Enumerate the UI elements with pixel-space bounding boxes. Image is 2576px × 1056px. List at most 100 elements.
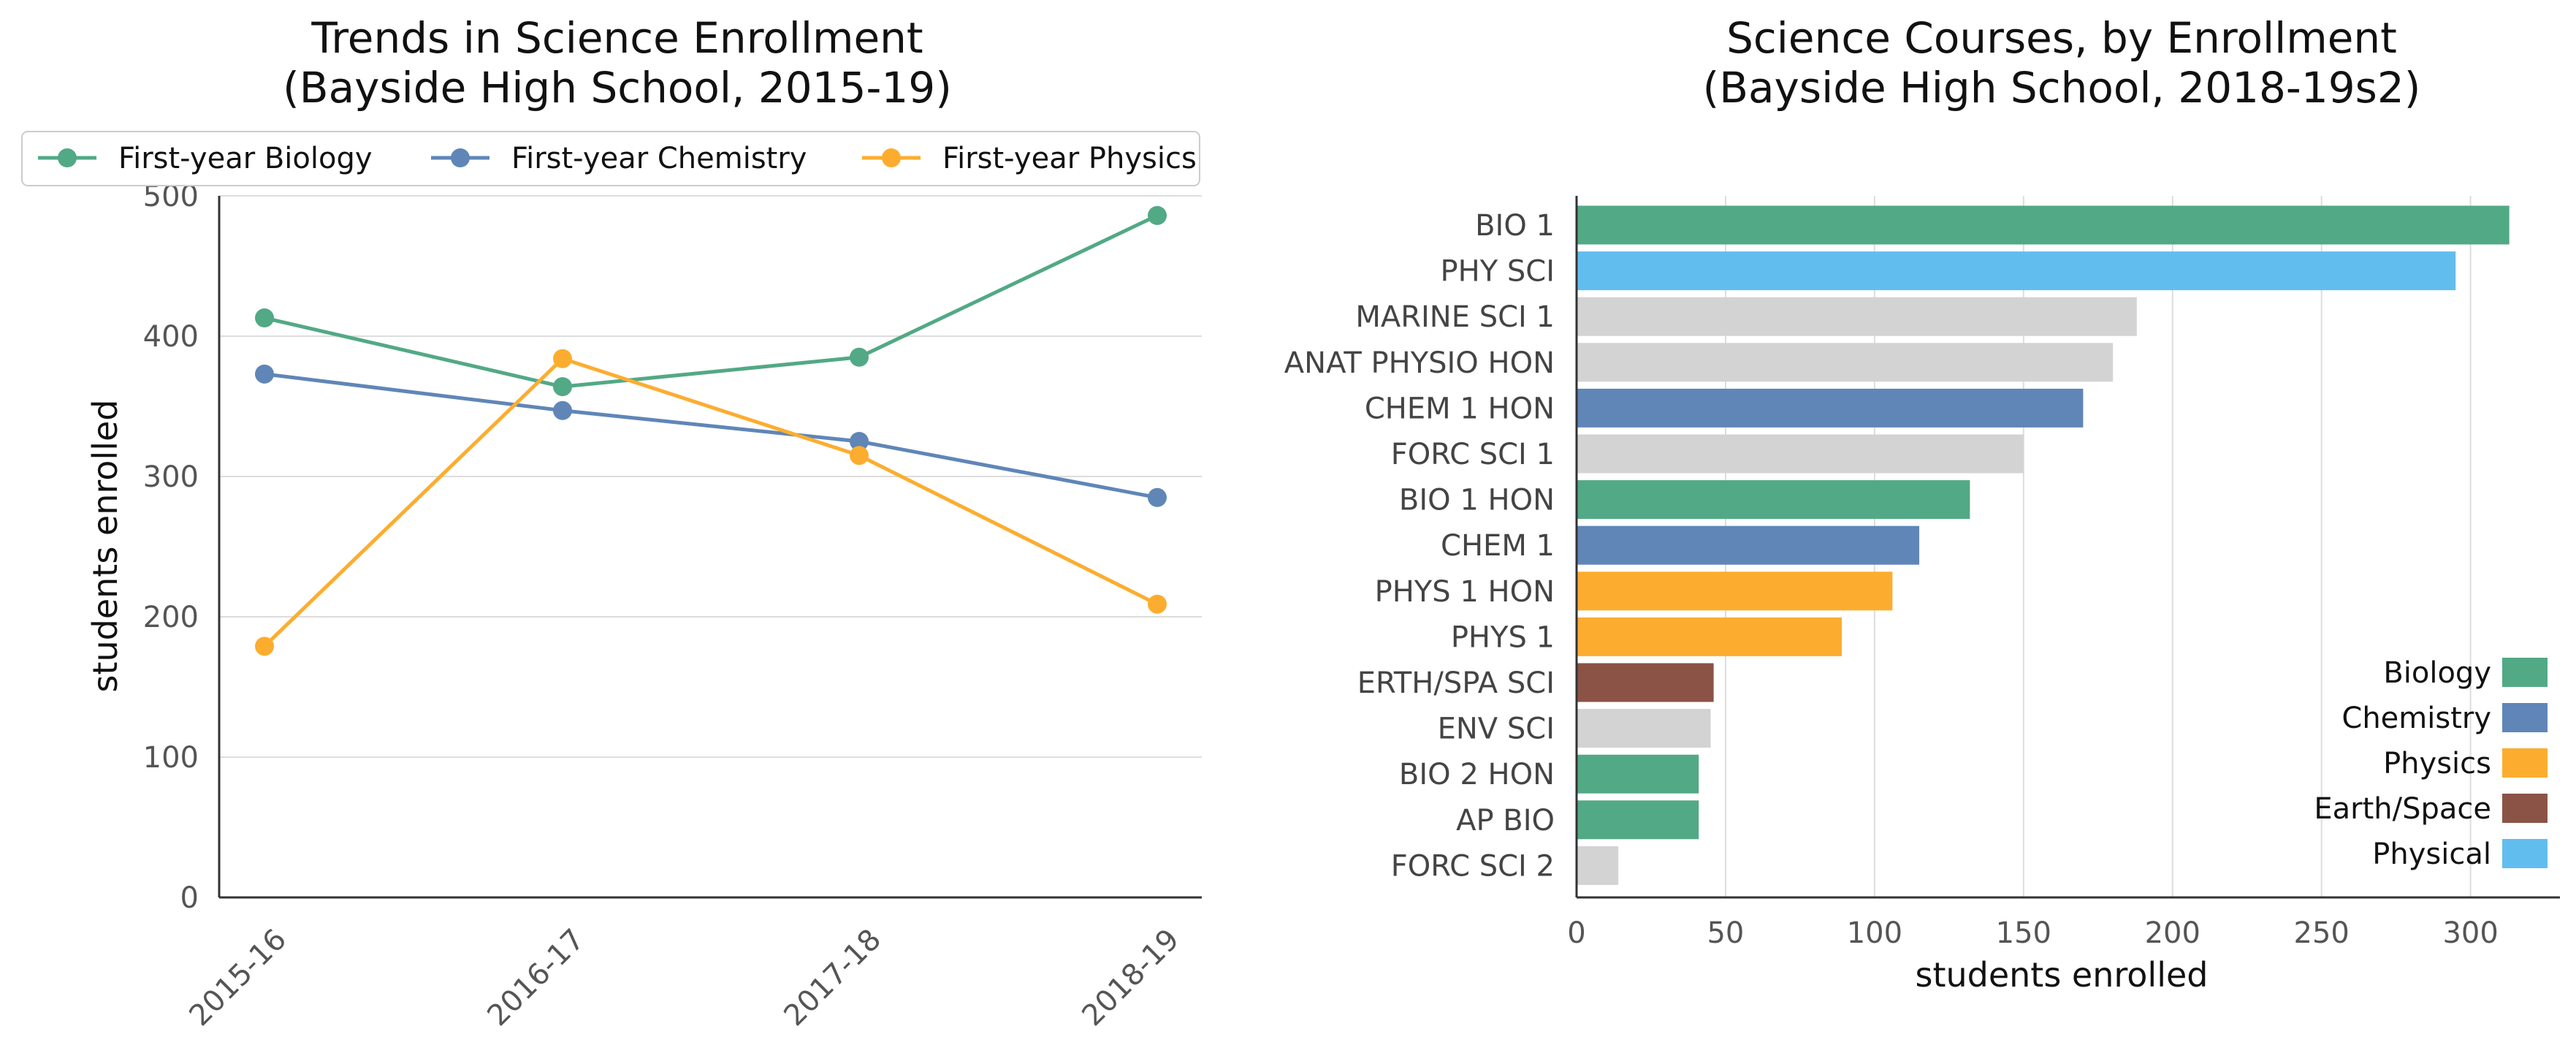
legend-item: Earth/Space [2314,792,2548,826]
line-chart-title: Trends in Science Enrollment (Bayside Hig… [283,13,952,113]
bar-chart-category-labels: BIO 1 PHY SCI MARINE SCI 1 ANAT PHYSIO HON C… [1284,209,1555,883]
x-tick-label: 2016-17 [481,923,591,1033]
bar [1577,571,1893,611]
legend-label: Earth/Space [2314,792,2491,826]
x-tick-label: 2017-18 [777,923,888,1033]
title-line: Trends in Science Enrollment [310,13,923,63]
data-point [553,349,572,368]
legend-item: First-year Chemistry [431,142,807,175]
y-tick-label: 200 [143,601,199,634]
bar [1577,709,1711,748]
line-chart-legend: First-year Biology First-year Chemistry Fi… [21,131,1200,186]
bar [1577,388,2084,428]
legend-marker [58,148,77,167]
legend-swatch [2502,748,2548,778]
legend-item: First-year Physics [862,142,1197,175]
legend-swatch [2502,658,2548,687]
bar [1577,663,1714,702]
legend-label: Chemistry [2341,702,2491,735]
bar [1577,525,1920,565]
category-label: MARINE SCI 1 [1355,300,1555,334]
category-label: FORC SCI 2 [1391,849,1555,883]
x-tick-label: 2018-19 [1075,923,1186,1033]
legend-item: Biology [2383,656,2548,690]
legend-swatch [2502,839,2548,868]
x-tick-label: 200 [2145,916,2200,950]
category-label: ANAT PHYSIO HON [1284,346,1555,380]
bar [1577,754,1699,794]
bar [1577,251,2456,291]
legend-swatch [2502,794,2548,823]
legend-item: Physical [2372,837,2548,871]
category-label: BIO 1 HON [1399,484,1555,517]
x-tick-label: 0 [1567,916,1585,950]
data-point [255,364,274,384]
bar-chart-bars [1577,205,2510,885]
category-label: PHYS 1 [1451,620,1555,654]
x-tick-label: 100 [1847,916,1902,950]
category-label: PHY SCI [1441,255,1555,289]
legend-marker [451,148,470,167]
x-tick-label: 250 [2294,916,2350,950]
category-label: BIO 1 [1475,209,1555,243]
line-chart-series [255,205,1167,656]
category-label: FORC SCI 1 [1391,438,1555,471]
data-point [1148,594,1167,614]
y-tick-label: 0 [180,881,199,915]
category-label: AP BIO [1456,804,1555,837]
bar-chart-legend: Biology Chemistry Physics Earth/Space Physic… [2314,656,2548,871]
bar-chart-x-axis-label: students enrolled [1916,955,2209,995]
line-chart-x-ticks: 2015-16 2016-17 2017-18 2018-19 [183,923,1186,1033]
series-line [264,372,1158,500]
bar [1577,205,2510,245]
y-tick-label: 400 [143,320,199,354]
data-point [850,432,869,451]
category-label: ERTH/SPA SCI [1357,666,1555,700]
legend-item: Physics [2383,747,2548,780]
data-point [255,308,274,328]
x-tick-label: 2015-16 [183,923,293,1033]
bar [1577,800,1699,840]
y-tick-label: 300 [143,460,199,494]
data-point [553,377,572,397]
bar [1577,617,1843,656]
legend-marker [882,148,901,167]
line-chart-y-axis-label: students enrolled [85,400,125,693]
legend-item: First-year Biology [38,142,373,175]
x-tick-label: 300 [2442,916,2498,950]
x-tick-label: 150 [1996,916,2051,950]
bar-chart: Science Courses, by Enrollment (Bayside H… [1284,13,2560,995]
bar [1577,846,1619,885]
title-line: (Bayside High School, 2018-19s2) [1703,63,2421,113]
legend-label: Physical [2372,837,2491,871]
title-line: (Bayside High School, 2015-19) [283,63,952,113]
series-line [264,213,1159,389]
legend-label: Biology [2383,656,2491,690]
line-chart: Trends in Science Enrollment (Bayside Hig… [21,13,1202,1033]
data-point [850,446,869,466]
bar-chart-axes [1575,196,2560,899]
data-point [1148,205,1167,225]
x-tick-label: 50 [1707,916,1744,950]
data-point [850,347,869,367]
bar-chart-x-ticks: 0 50 100 150 200 250 300 [1567,916,2499,950]
legend-swatch [2502,703,2548,732]
category-label: PHYS 1 HON [1375,575,1555,609]
legend-label: First-year Biology [118,142,373,175]
bar-chart-title: Science Courses, by Enrollment (Bayside H… [1703,13,2421,113]
line-chart-gridlines [219,195,1202,758]
title-line: Science Courses, by Enrollment [1726,13,2397,63]
data-point [1148,487,1167,507]
legend-item: Chemistry [2341,702,2548,735]
category-label: CHEM 1 HON [1365,392,1555,425]
legend-frame [21,131,1200,186]
category-label: ENV SCI [1438,713,1555,746]
bar [1577,434,2024,474]
series-first-year-biology [255,205,1167,397]
bar [1577,480,1970,520]
category-label: BIO 2 HON [1399,758,1555,791]
series-line [263,356,1159,648]
